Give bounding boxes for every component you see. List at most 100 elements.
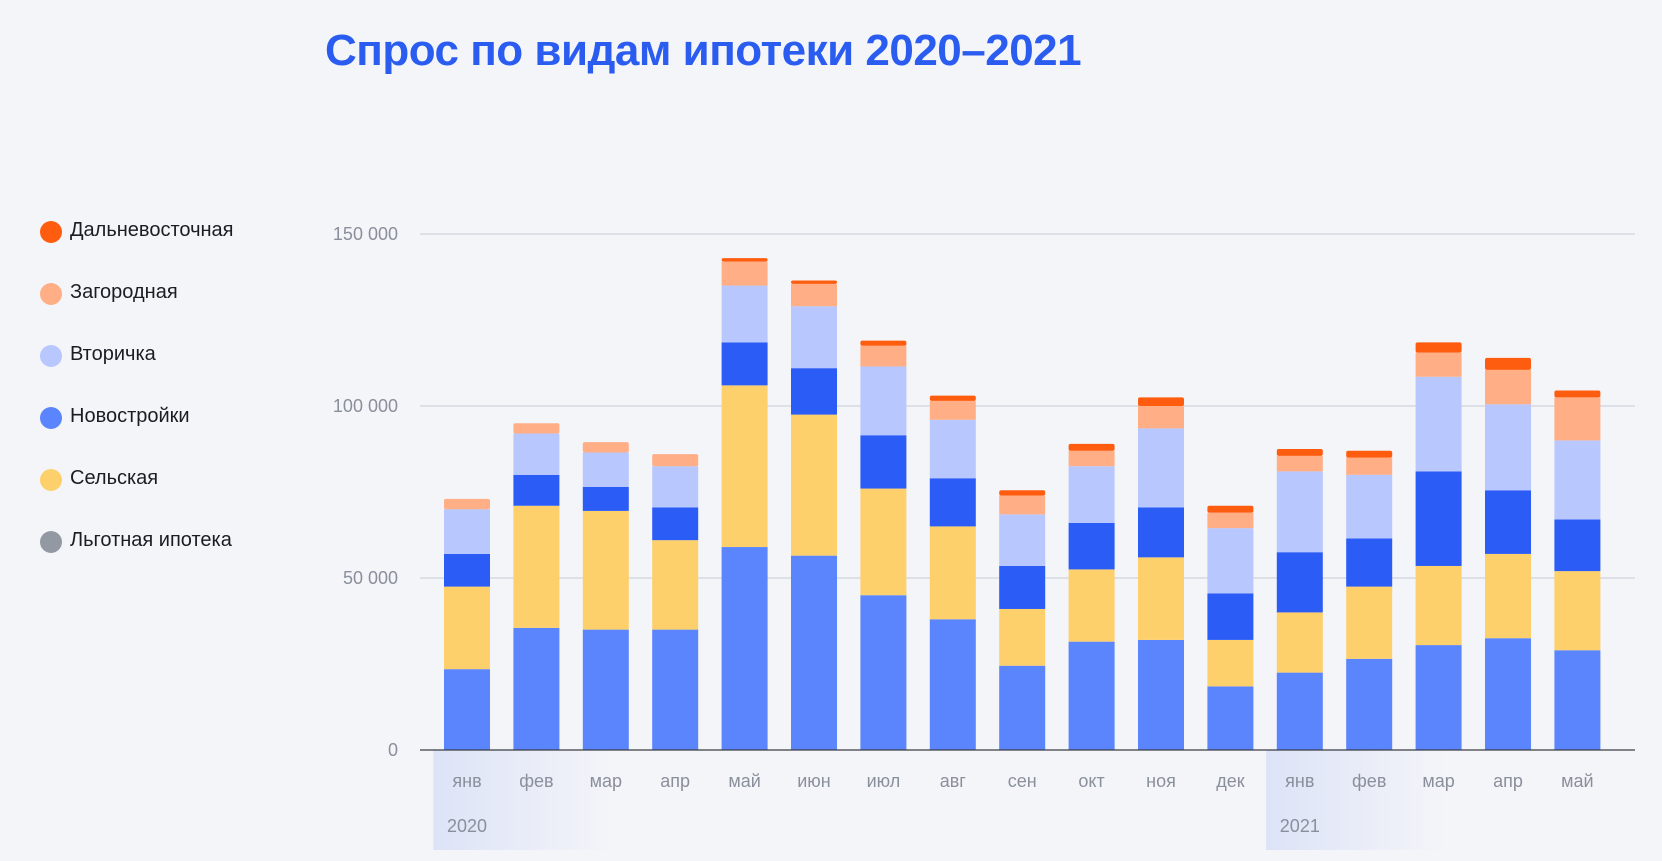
- bar-segment: [721, 258, 768, 262]
- x-tick-label: янв: [1285, 771, 1314, 791]
- axis-labels: 0 50 000 100 000 150 000 янв фев мар апр май июн и…: [333, 224, 1594, 836]
- bar-segment: [1485, 357, 1531, 370]
- bar-segment: [1068, 641, 1115, 750]
- bar-segment: [721, 285, 768, 343]
- year-label: 2020: [447, 816, 487, 836]
- bar-segment: [860, 366, 907, 436]
- bar-segment: [860, 435, 907, 489]
- legend-swatch-icon: [40, 407, 62, 429]
- bar-segment: [999, 565, 1046, 609]
- bar-segment: [1276, 612, 1323, 673]
- bar-segment: [999, 490, 1046, 496]
- legend-swatch-icon: [40, 283, 62, 305]
- bar-segment: [1207, 639, 1254, 687]
- legend-item-dalnevostochnaya: Дальневосточная: [40, 219, 270, 245]
- bar-segment: [721, 261, 768, 286]
- bar-stack-12: [1207, 505, 1254, 750]
- bar-segment: [1276, 471, 1323, 553]
- bar-segment: [999, 608, 1046, 666]
- bar-stack-11: [1138, 397, 1184, 750]
- legend-label: Сельская: [70, 467, 159, 489]
- bar-segment: [791, 368, 837, 415]
- bar-segment: [582, 510, 629, 630]
- bar-segment: [1138, 428, 1184, 508]
- bar-segment: [1276, 455, 1323, 472]
- bar-segment: [791, 280, 837, 284]
- bar-segment: [1554, 440, 1601, 520]
- bar-segment: [1138, 557, 1184, 640]
- bar-segment: [1346, 586, 1393, 659]
- bar-segment: [513, 627, 560, 750]
- bar-segment: [999, 514, 1046, 566]
- bar-segment: [1485, 369, 1531, 405]
- bar-segment: [791, 414, 837, 556]
- bar-stack-8: [929, 395, 976, 750]
- bar-stack-14: [1346, 450, 1393, 750]
- x-tick-label: июл: [867, 771, 901, 791]
- year-label: 2021: [1280, 816, 1320, 836]
- bar-segment: [929, 619, 976, 750]
- bar-segment: [1068, 466, 1115, 523]
- bar-segment: [1346, 474, 1393, 539]
- bar-segment: [1138, 639, 1184, 750]
- bar-stack-16: [1485, 357, 1531, 750]
- bar-segment: [791, 555, 837, 750]
- bar-segment: [1554, 397, 1601, 441]
- bar-segment: [1415, 352, 1462, 377]
- legend-label: Загородная: [70, 281, 178, 303]
- bar-segment: [1207, 512, 1254, 529]
- legend-item-selskaya: Сельская: [40, 467, 270, 493]
- bar-stack-13: [1276, 449, 1323, 750]
- bar-segment: [1068, 450, 1115, 467]
- bar-segment: [1207, 686, 1254, 750]
- bar-segment: [444, 586, 490, 670]
- bar-segment: [1346, 658, 1393, 750]
- bar-segment: [444, 553, 490, 587]
- legend-item-vtorichka: Вторичка: [40, 343, 270, 369]
- bar-segment: [513, 474, 560, 506]
- bar-segment: [1485, 404, 1531, 491]
- bar-segment: [1415, 471, 1462, 566]
- legend-label: Льготная ипотека: [70, 529, 232, 551]
- bar-segment: [1138, 406, 1184, 429]
- year-band: [433, 750, 614, 850]
- bar-stack-7: [860, 340, 907, 750]
- bar-segment: [513, 423, 560, 434]
- bar-segment: [1415, 645, 1462, 750]
- bar-segment: [1415, 376, 1462, 472]
- bar-segment: [860, 340, 907, 346]
- bar-segment: [721, 342, 768, 386]
- bar-stack-2: [513, 423, 560, 750]
- y-tick-label: 100 000: [333, 396, 398, 416]
- bar-segment: [1485, 490, 1531, 554]
- year-bands: [433, 750, 1447, 850]
- y-tick-label: 150 000: [333, 224, 398, 244]
- bar-segment: [791, 306, 837, 369]
- bar-segment: [999, 495, 1046, 515]
- bar-segment: [929, 400, 976, 420]
- bar-segment: [1554, 571, 1601, 651]
- bar-segment: [652, 507, 699, 541]
- bar-segment: [791, 283, 837, 307]
- x-tick-label: май: [1561, 771, 1593, 791]
- legend-label: Новостройки: [70, 405, 190, 427]
- legend-swatch-icon: [40, 221, 62, 243]
- x-tick-label: авг: [940, 771, 967, 791]
- legend-item-lgotnaya-ipoteka: Льготная ипотека: [40, 529, 270, 555]
- bar-segment: [929, 395, 976, 401]
- bar-segment: [860, 345, 907, 367]
- chart-title: Спрос по видам ипотеки 2020–2021: [325, 26, 1082, 75]
- legend-swatch-icon: [40, 469, 62, 491]
- legend-item-novostroyki: Новостройки: [40, 405, 270, 431]
- bar-segment: [1485, 638, 1531, 750]
- legend-label: Вторичка: [70, 343, 156, 365]
- bar-segment: [1346, 538, 1393, 587]
- x-tick-label: дек: [1216, 771, 1245, 791]
- y-tick-label: 50 000: [343, 568, 398, 588]
- bar-segment: [1068, 522, 1115, 570]
- bar-segment: [929, 419, 976, 479]
- bar-stack-4: [652, 454, 699, 750]
- bar-segment: [582, 452, 629, 487]
- bar-segment: [999, 665, 1046, 750]
- x-tick-label: янв: [452, 771, 481, 791]
